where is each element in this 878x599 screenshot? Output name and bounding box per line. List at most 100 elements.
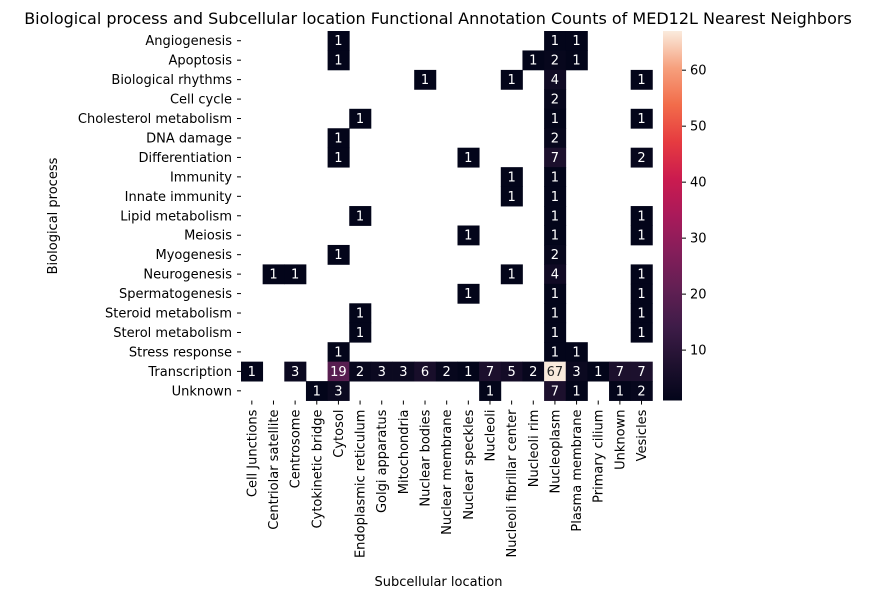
heatmap-cell: [500, 69, 523, 90]
heatmap-cell: [565, 381, 588, 401]
cell-value-label: 1: [551, 307, 559, 322]
cell-value-label: 1: [572, 384, 580, 399]
x-tick-label: Endoplasmic reticulum: [354, 410, 369, 558]
cell-value-label: 1: [291, 268, 299, 283]
heatmap-cell: [435, 361, 458, 382]
cell-value-label: 3: [572, 365, 580, 380]
y-tick-label: Biological rhythms: [111, 73, 232, 88]
heatmap-cell: [544, 342, 567, 363]
cell-value-label: 1: [551, 345, 559, 360]
heatmap-cell: [609, 381, 632, 401]
heatmap-cell: [284, 361, 307, 382]
heatmap-cell: [630, 303, 653, 324]
cell-value-label: 3: [334, 384, 342, 399]
colorbar-tick-label: 20: [690, 288, 707, 303]
cell-value-label: 1: [334, 131, 342, 146]
cell-value-label: 1: [334, 151, 342, 166]
heatmap-cell: [544, 31, 567, 51]
y-tick-label: Stress response: [129, 345, 232, 360]
cell-value-label: 1: [313, 384, 321, 399]
x-tick-label: Nucleoli fibrillar center: [505, 409, 520, 558]
cell-value-label: 3: [399, 365, 407, 380]
cell-value-label: 7: [551, 384, 559, 399]
heatmap-cell: [414, 361, 437, 382]
heatmap-cell: [544, 186, 567, 207]
heatmap-cell: [327, 361, 350, 382]
heatmap-cell: [630, 264, 653, 285]
heatmap-cell: [349, 322, 372, 343]
heatmap-cell: [500, 186, 523, 207]
x-axis-ticks: Cell Junctions Centriolar satellite Centro…: [245, 400, 650, 558]
cell-value-label: 1: [248, 365, 256, 380]
y-tick-label: Cholesterol metabolism: [78, 112, 232, 127]
cell-value-label: 1: [529, 54, 537, 69]
cell-value-label: 1: [551, 190, 559, 205]
x-tick-label: Nuclear bodies: [419, 409, 434, 506]
heatmap-cell: [522, 361, 545, 382]
heatmap-cell: [284, 264, 307, 285]
heatmap-cell: [544, 264, 567, 285]
x-tick-label: Mitochondria: [397, 410, 412, 495]
heatmap-cell: [565, 342, 588, 363]
cell-value-label: 2: [637, 151, 645, 166]
y-tick-label: Transcription: [147, 365, 232, 380]
heatmap-cell: [609, 361, 632, 382]
cell-value-label: 1: [356, 209, 364, 224]
cell-value-label: 1: [551, 112, 559, 127]
cell-value-label: 7: [616, 365, 624, 380]
heatmap-cell: [327, 50, 350, 71]
heatmap-cell: [630, 283, 653, 304]
y-tick-label: Neurogenesis: [143, 268, 232, 283]
cell-value-label: 7: [551, 151, 559, 166]
cell-value-label: 67: [547, 365, 564, 380]
x-tick-label: Unknown: [613, 410, 628, 470]
cell-value-label: 2: [529, 365, 537, 380]
heatmap-cell: [349, 206, 372, 226]
y-tick-label: Immunity: [170, 170, 232, 185]
y-tick-label: Sterol metabolism: [113, 326, 232, 341]
y-tick-label: Angiogenesis: [145, 34, 232, 49]
heatmap-cell: [241, 361, 264, 382]
heatmap-cell: [370, 361, 393, 382]
heatmap-cell: [544, 225, 567, 246]
cell-value-label: 1: [572, 345, 580, 360]
cell-value-label: 1: [616, 384, 624, 399]
y-tick-label: DNA damage: [146, 131, 232, 146]
cell-value-label: 1: [551, 287, 559, 302]
cell-value-label: 2: [443, 365, 451, 380]
cell-value-label: 1: [464, 365, 472, 380]
cell-value-label: 3: [291, 365, 299, 380]
cell-value-label: 1: [637, 326, 645, 341]
colorbar-gradient: [663, 31, 682, 401]
heatmap-cell: [327, 31, 350, 51]
x-tick-label: Nucleoli: [483, 410, 498, 462]
cell-value-label: 1: [637, 287, 645, 302]
chart-title: Biological process and Subcellular locat…: [24, 9, 852, 28]
x-tick-label: Primary cilium: [592, 410, 607, 503]
cell-value-label: 1: [356, 112, 364, 127]
cell-value-label: 1: [637, 209, 645, 224]
heatmap-cell: [544, 206, 567, 226]
colorbar-tick-label: 30: [690, 232, 707, 247]
cell-value-label: 1: [507, 268, 515, 283]
y-tick-label: Lipid metabolism: [120, 209, 232, 224]
y-tick-label: Steroid metabolism: [105, 307, 232, 322]
cell-value-label: 2: [356, 365, 364, 380]
cell-value-label: 1: [334, 248, 342, 263]
heatmap-cell: [630, 381, 653, 401]
y-tick-label: Unknown: [172, 384, 232, 399]
cell-value-label: 1: [551, 170, 559, 185]
heatmap-cell: [457, 147, 480, 168]
y-tick-label: Innate immunity: [125, 190, 233, 205]
heatmap-cell: [392, 361, 415, 382]
colorbar-tick-label: 40: [690, 176, 707, 191]
cell-value-label: 1: [594, 365, 602, 380]
x-axis-label: Subcellular location: [375, 575, 503, 590]
x-tick-label: Centrosome: [289, 410, 304, 489]
x-tick-label: Nuclear membrane: [440, 410, 455, 535]
heatmap-cell: [327, 128, 350, 149]
cell-value-label: 4: [551, 268, 559, 283]
heatmap-cell: [544, 303, 567, 324]
x-tick-label: Nucleoli rim: [527, 410, 542, 488]
